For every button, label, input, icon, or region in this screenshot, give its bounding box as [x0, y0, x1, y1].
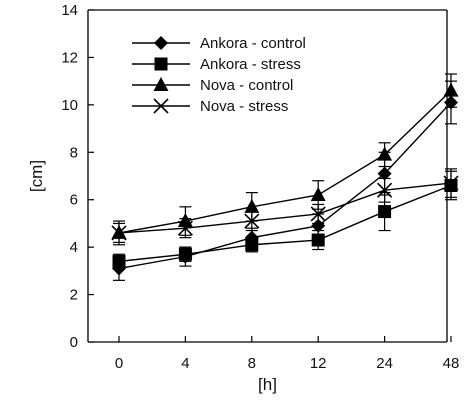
- data-point-diamond: [377, 166, 392, 181]
- y-tick-label: 4: [70, 239, 78, 256]
- y-tick-label: 6: [70, 192, 78, 209]
- y-tick-label: 12: [61, 49, 78, 66]
- series-line: [118, 184, 452, 263]
- data-point-square: [311, 233, 325, 247]
- data-point-square: [245, 238, 259, 252]
- series-line: [118, 182, 452, 234]
- series-square: [112, 170, 458, 270]
- x-tick-label: 4: [181, 355, 189, 372]
- data-point-triangle: [443, 82, 459, 97]
- data-point-x-stroke: [111, 225, 127, 241]
- data-point-x-stroke: [377, 182, 393, 198]
- data-point-diamond: [311, 218, 326, 233]
- data-point-triangle: [377, 146, 393, 161]
- legend-label: Nova - stress: [200, 98, 288, 115]
- data-point-square: [112, 254, 126, 268]
- legend-label: Nova - control: [200, 77, 293, 94]
- data-point-x-stroke: [177, 220, 193, 236]
- legend-item: Nova - stress: [132, 98, 288, 115]
- x-tick-label: 8: [248, 355, 256, 372]
- data-point-x: [111, 225, 127, 241]
- legend-item: Nova - control: [132, 77, 293, 94]
- legend-marker-x: [153, 98, 169, 114]
- data-point-x-stroke: [443, 175, 459, 191]
- series-x: [111, 168, 459, 243]
- y-tick-label: 8: [70, 144, 78, 161]
- legend: Ankora - control Ankora - stress Nova - co…: [132, 35, 306, 115]
- y-axis-title: [cm]: [27, 160, 46, 192]
- legend-item: Ankora - control: [132, 35, 306, 52]
- legend-marker-diamond: [154, 36, 168, 50]
- data-point-x: [377, 182, 393, 198]
- data-point-triangle: [310, 186, 326, 201]
- x-tick-label: 12: [310, 355, 327, 372]
- y-tick-label: 2: [70, 287, 78, 304]
- y-tick-label: 10: [61, 97, 78, 114]
- legend-item: Ankora - stress: [132, 56, 301, 73]
- series-line: [118, 90, 452, 234]
- data-point-square: [178, 247, 192, 261]
- legend-marker-triangle: [153, 77, 169, 91]
- legend-marker-x-stroke: [153, 98, 169, 114]
- data-point-x: [443, 175, 459, 191]
- data-point-x: [177, 220, 193, 236]
- series-line: [118, 102, 452, 270]
- y-tick-label: 0: [70, 334, 78, 351]
- legend-label: Ankora - stress: [200, 56, 301, 73]
- data-point-x-stroke: [310, 206, 326, 222]
- data-point-x: [244, 213, 260, 229]
- plot-area: [111, 73, 459, 281]
- data-point-square: [378, 205, 392, 219]
- x-tick-label: 24: [376, 355, 393, 372]
- x-tick-label: 0: [115, 355, 123, 372]
- y-tick-label: 14: [61, 2, 78, 19]
- legend-label: Ankora - control: [200, 35, 306, 52]
- data-point-triangle: [244, 198, 260, 213]
- data-point-x-stroke: [244, 213, 260, 229]
- legend-marker-square: [154, 57, 168, 71]
- data-point-x: [310, 206, 326, 222]
- x-axis-title: [h]: [258, 375, 277, 394]
- x-tick-label: 48: [443, 355, 460, 372]
